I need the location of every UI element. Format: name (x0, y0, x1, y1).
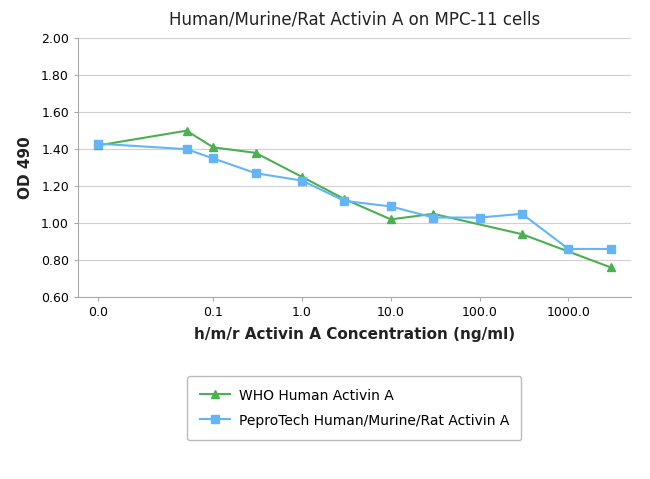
WHO Human Activin A (209, 145, 217, 150)
Title: Human/Murine/Rat Activin A on MPC-11 cells: Human/Murine/Rat Activin A on MPC-11 cel… (168, 11, 540, 28)
PeproTech Human/Murine/Rat Activin A (476, 215, 484, 220)
PeproTech Human/Murine/Rat Activin A (252, 171, 259, 176)
PeproTech Human/Murine/Rat Activin A (94, 141, 101, 147)
PeproTech Human/Murine/Rat Activin A (429, 215, 437, 220)
Line: WHO Human Activin A: WHO Human Activin A (94, 126, 615, 272)
PeproTech Human/Murine/Rat Activin A (209, 156, 217, 161)
Line: PeproTech Human/Murine/Rat Activin A: PeproTech Human/Murine/Rat Activin A (94, 139, 615, 253)
PeproTech Human/Murine/Rat Activin A (518, 211, 526, 217)
WHO Human Activin A (387, 217, 395, 222)
WHO Human Activin A (298, 174, 306, 180)
WHO Human Activin A (252, 150, 259, 156)
PeproTech Human/Murine/Rat Activin A (565, 246, 573, 252)
WHO Human Activin A (429, 211, 437, 217)
PeproTech Human/Murine/Rat Activin A (298, 178, 306, 183)
PeproTech Human/Murine/Rat Activin A (607, 246, 615, 252)
PeproTech Human/Murine/Rat Activin A (387, 204, 395, 209)
WHO Human Activin A (94, 143, 101, 148)
WHO Human Activin A (341, 196, 348, 202)
X-axis label: h/m/r Activin A Concentration (ng/ml): h/m/r Activin A Concentration (ng/ml) (194, 327, 515, 342)
Legend: WHO Human Activin A, PeproTech Human/Murine/Rat Activin A: WHO Human Activin A, PeproTech Human/Mur… (187, 376, 521, 441)
PeproTech Human/Murine/Rat Activin A (183, 146, 190, 152)
Y-axis label: OD 490: OD 490 (18, 136, 32, 199)
WHO Human Activin A (607, 264, 615, 270)
WHO Human Activin A (518, 231, 526, 237)
WHO Human Activin A (183, 128, 190, 134)
PeproTech Human/Murine/Rat Activin A (341, 198, 348, 204)
